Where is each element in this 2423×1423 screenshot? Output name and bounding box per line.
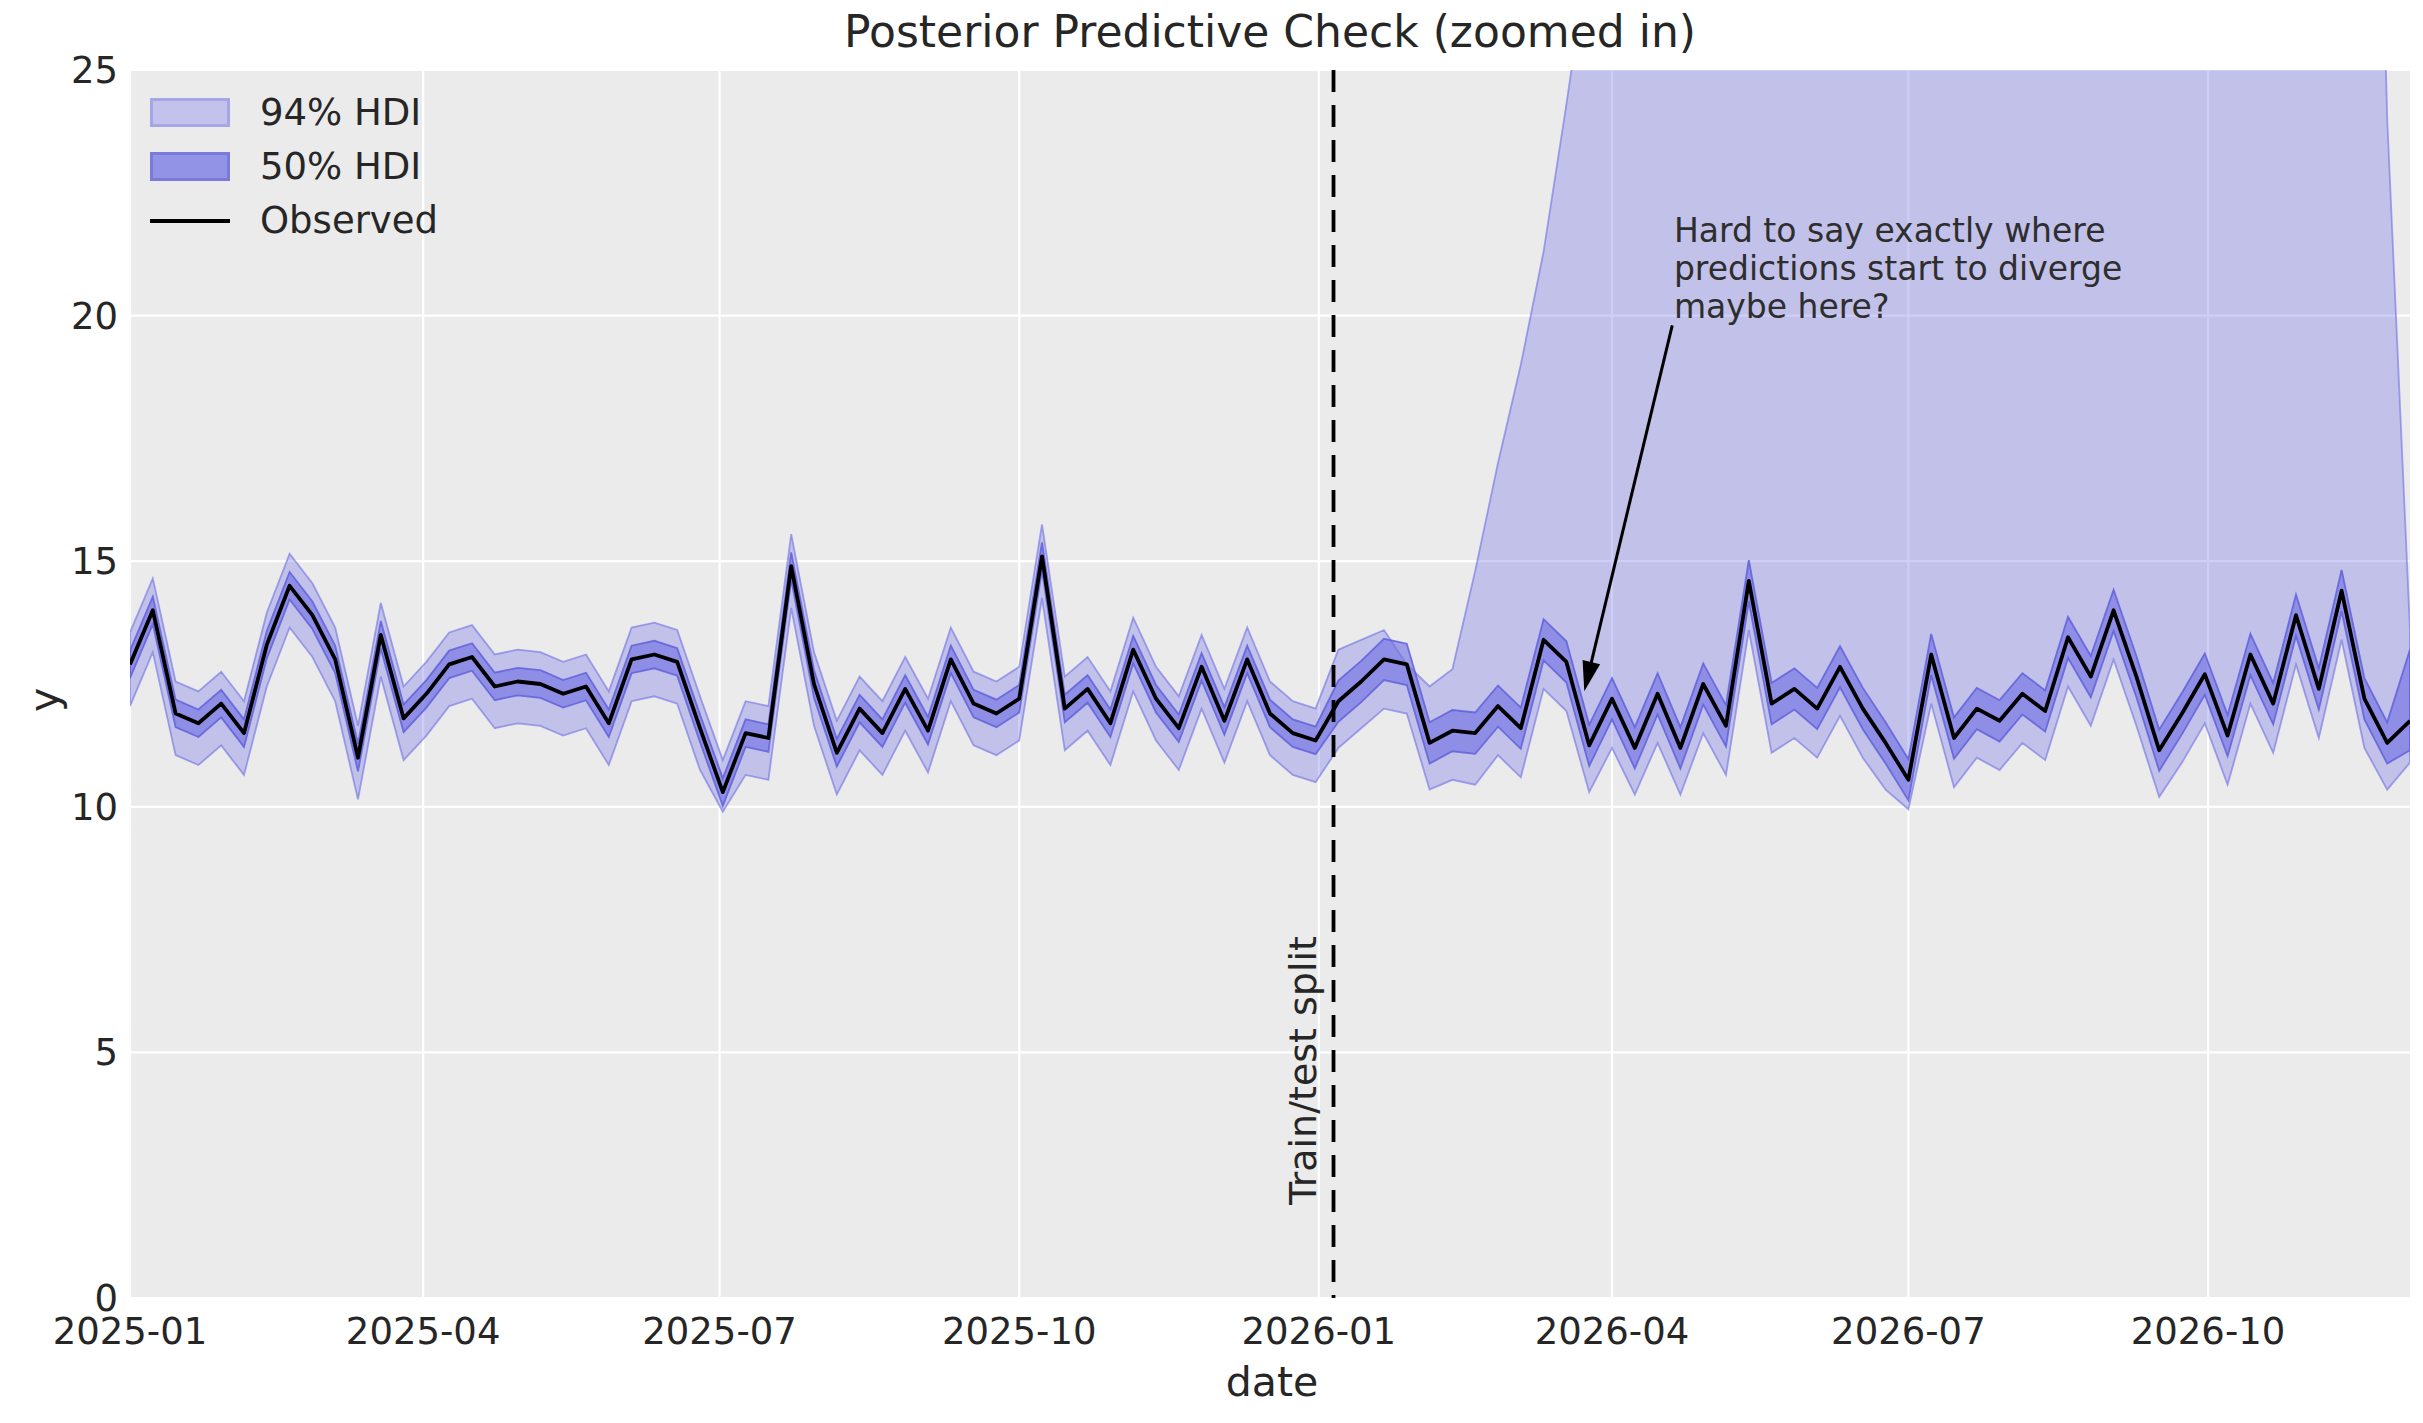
figure: Posterior Predictive Check (zoomed in) y… [0,0,2423,1423]
y-tick-label: 20 [71,294,118,337]
annotation-text: Hard to say exactly wherepredictions sta… [1674,212,2122,326]
y-tick-label: 10 [71,785,118,828]
y-axis-label: y [20,688,68,712]
x-tick-label: 2025-07 [642,1310,797,1353]
legend-item-label: 94% HDI [260,91,421,134]
annotation-text-line: Hard to say exactly where [1674,212,2122,250]
y-tick-label: 5 [94,1031,118,1074]
x-tick-label: 2025-01 [53,1310,208,1353]
y-tick-label: 15 [71,540,118,583]
x-tick-label: 2026-07 [1831,1310,1986,1353]
x-tick-label: 2025-10 [942,1310,1097,1353]
x-tick-label: 2026-01 [1242,1310,1397,1353]
legend-item-label: 50% HDI [260,145,421,188]
annotation-text-line: maybe here? [1674,288,2122,326]
y-tick-label: 25 [71,49,118,92]
x-tick-label: 2025-04 [346,1310,501,1353]
x-axis-label: date [1226,1358,1318,1406]
split-line-label: Train/test split [1281,936,1325,1205]
legend: 94% HDI 50% HDI Observed [150,92,438,241]
legend-50hdi-swatch-icon [150,152,230,181]
x-tick-label: 2026-04 [1535,1310,1690,1353]
legend-item: Observed [150,200,438,241]
annotation-text-line: predictions start to diverge [1674,250,2122,288]
x-tick-label: 2026-10 [2131,1310,2286,1353]
legend-line-swatch-icon [150,219,230,223]
legend-item: 94% HDI [150,92,438,133]
legend-item-label: Observed [260,199,438,242]
legend-item: 50% HDI [150,146,438,187]
legend-94hdi-swatch-icon [150,98,230,127]
chart-title: Posterior Predictive Check (zoomed in) [844,6,1696,57]
